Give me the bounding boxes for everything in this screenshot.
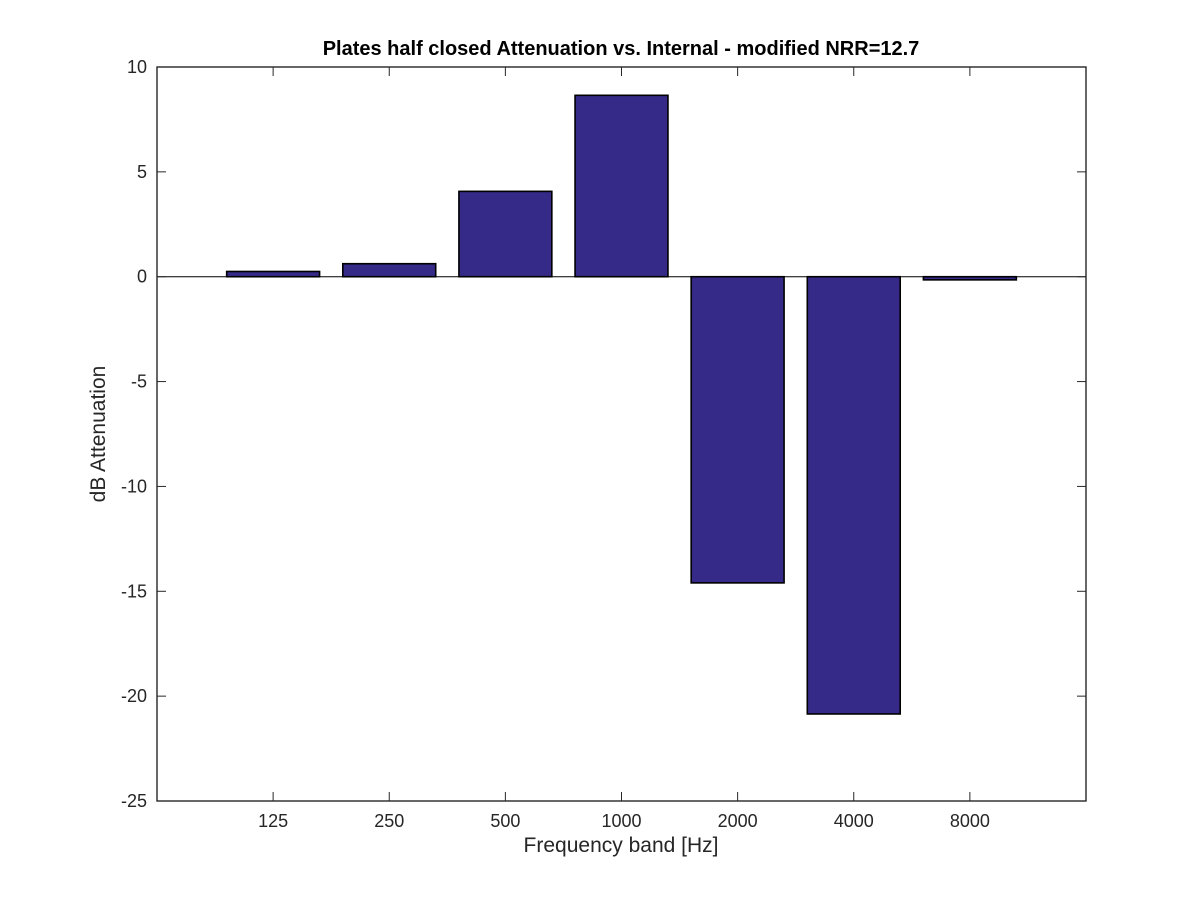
y-tick-label: 0 (137, 267, 147, 287)
y-tick-label: -20 (121, 686, 147, 706)
bar-1000 (574, 94, 669, 278)
bar-4000 (806, 275, 901, 715)
y-tick-label: -25 (121, 791, 147, 811)
bar-250 (341, 262, 437, 278)
x-tick-label: 2000 (718, 811, 758, 831)
y-axis: 10 5 0 -5 -10 -15 -20 -25 (121, 57, 1086, 811)
y-tick-label: 5 (137, 162, 147, 182)
x-tick-label: 125 (258, 811, 288, 831)
x-axis: 125 250 500 1000 2000 4000 8000 (258, 67, 990, 831)
x-tick-label: 4000 (834, 811, 874, 831)
x-tick-label: 8000 (950, 811, 990, 831)
bars-group (225, 94, 1018, 715)
y-tick-label: -15 (121, 581, 147, 601)
bar-2000 (690, 275, 785, 584)
chart-title: Plates half closed Attenuation vs. Inter… (323, 38, 920, 60)
x-axis-label: Frequency band [Hz] (524, 834, 719, 857)
x-tick-label: 250 (374, 811, 404, 831)
y-tick-label: -10 (121, 476, 147, 496)
y-axis-label: dB Attenuation (87, 366, 110, 503)
x-tick-label: 500 (490, 811, 520, 831)
y-tick-label: 10 (127, 57, 147, 77)
x-tick-label: 1000 (601, 811, 641, 831)
y-tick-label: -5 (131, 372, 147, 392)
bar-500 (458, 190, 553, 278)
bar-125 (225, 270, 321, 278)
